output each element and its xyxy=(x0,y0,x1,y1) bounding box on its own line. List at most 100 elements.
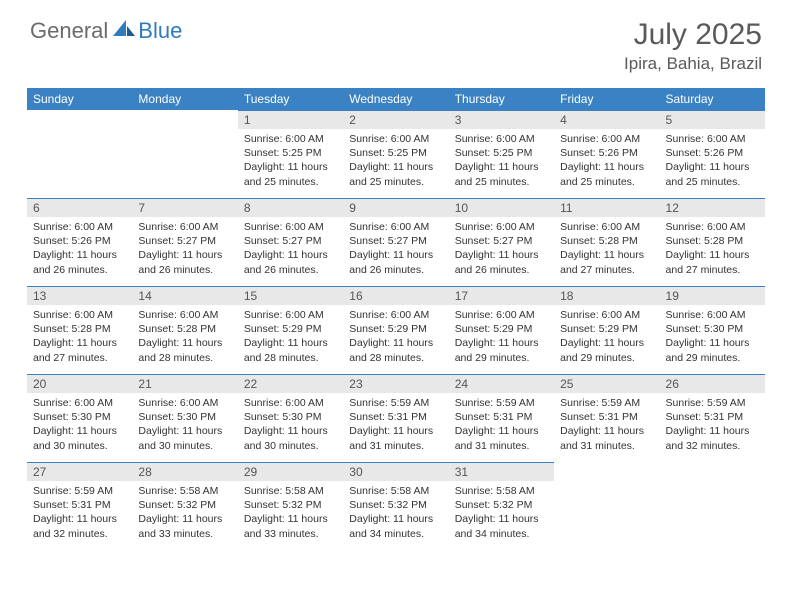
day-content: Sunrise: 6:00 AMSunset: 5:25 PMDaylight:… xyxy=(343,129,448,193)
day-content: Sunrise: 6:00 AMSunset: 5:30 PMDaylight:… xyxy=(132,393,237,457)
sunrise-line: Sunrise: 6:00 AM xyxy=(138,308,231,322)
daylight-line: Daylight: 11 hours and 28 minutes. xyxy=(138,336,231,364)
sunset-line: Sunset: 5:31 PM xyxy=(560,410,653,424)
day-header: Sunday xyxy=(27,88,132,110)
day-content: Sunrise: 6:00 AMSunset: 5:29 PMDaylight:… xyxy=(449,305,554,369)
day-number: 11 xyxy=(554,198,659,217)
calendar-day-cell: 17Sunrise: 6:00 AMSunset: 5:29 PMDayligh… xyxy=(449,286,554,374)
day-number: 24 xyxy=(449,374,554,393)
day-number: 25 xyxy=(554,374,659,393)
calendar-day-cell: 29Sunrise: 5:58 AMSunset: 5:32 PMDayligh… xyxy=(238,462,343,550)
day-number: 18 xyxy=(554,286,659,305)
day-number: 27 xyxy=(27,462,132,481)
day-content: Sunrise: 6:00 AMSunset: 5:30 PMDaylight:… xyxy=(238,393,343,457)
sunset-line: Sunset: 5:29 PM xyxy=(455,322,548,336)
day-number: 29 xyxy=(238,462,343,481)
day-number: 1 xyxy=(238,110,343,129)
day-content: Sunrise: 6:00 AMSunset: 5:28 PMDaylight:… xyxy=(554,217,659,281)
calendar-day-cell: 6Sunrise: 6:00 AMSunset: 5:26 PMDaylight… xyxy=(27,198,132,286)
calendar-day-cell: 18Sunrise: 6:00 AMSunset: 5:29 PMDayligh… xyxy=(554,286,659,374)
daylight-line: Daylight: 11 hours and 33 minutes. xyxy=(244,512,337,540)
sunset-line: Sunset: 5:29 PM xyxy=(349,322,442,336)
day-content: Sunrise: 5:58 AMSunset: 5:32 PMDaylight:… xyxy=(132,481,237,545)
sunrise-line: Sunrise: 5:59 AM xyxy=(33,484,126,498)
logo-sail-icon xyxy=(113,20,135,43)
daylight-line: Daylight: 11 hours and 28 minutes. xyxy=(244,336,337,364)
day-number: 16 xyxy=(343,286,448,305)
sunrise-line: Sunrise: 6:00 AM xyxy=(33,308,126,322)
day-number: 10 xyxy=(449,198,554,217)
day-number: 9 xyxy=(343,198,448,217)
daylight-line: Daylight: 11 hours and 26 minutes. xyxy=(138,248,231,276)
daylight-line: Daylight: 11 hours and 30 minutes. xyxy=(244,424,337,452)
sunset-line: Sunset: 5:25 PM xyxy=(455,146,548,160)
day-number: 17 xyxy=(449,286,554,305)
calendar-day-cell: 2Sunrise: 6:00 AMSunset: 5:25 PMDaylight… xyxy=(343,110,448,198)
calendar-day-cell xyxy=(27,110,132,198)
calendar-day-cell: 27Sunrise: 5:59 AMSunset: 5:31 PMDayligh… xyxy=(27,462,132,550)
calendar-day-cell: 23Sunrise: 5:59 AMSunset: 5:31 PMDayligh… xyxy=(343,374,448,462)
day-content: Sunrise: 6:00 AMSunset: 5:26 PMDaylight:… xyxy=(27,217,132,281)
day-number: 8 xyxy=(238,198,343,217)
sunset-line: Sunset: 5:29 PM xyxy=(244,322,337,336)
day-content: Sunrise: 6:00 AMSunset: 5:27 PMDaylight:… xyxy=(238,217,343,281)
day-content: Sunrise: 5:59 AMSunset: 5:31 PMDaylight:… xyxy=(27,481,132,545)
sunset-line: Sunset: 5:28 PM xyxy=(33,322,126,336)
location: Ipira, Bahia, Brazil xyxy=(624,54,762,74)
daylight-line: Daylight: 11 hours and 30 minutes. xyxy=(33,424,126,452)
day-content: Sunrise: 5:58 AMSunset: 5:32 PMDaylight:… xyxy=(449,481,554,545)
sunset-line: Sunset: 5:27 PM xyxy=(349,234,442,248)
day-header: Saturday xyxy=(660,88,765,110)
day-number: 14 xyxy=(132,286,237,305)
daylight-line: Daylight: 11 hours and 31 minutes. xyxy=(455,424,548,452)
month-title: July 2025 xyxy=(624,18,762,52)
sunrise-line: Sunrise: 6:00 AM xyxy=(666,220,759,234)
sunset-line: Sunset: 5:31 PM xyxy=(33,498,126,512)
day-content: Sunrise: 6:00 AMSunset: 5:29 PMDaylight:… xyxy=(238,305,343,369)
calendar-day-cell xyxy=(554,462,659,550)
sunrise-line: Sunrise: 6:00 AM xyxy=(666,132,759,146)
daylight-line: Daylight: 11 hours and 25 minutes. xyxy=(244,160,337,188)
sunrise-line: Sunrise: 5:58 AM xyxy=(138,484,231,498)
calendar-day-cell: 21Sunrise: 6:00 AMSunset: 5:30 PMDayligh… xyxy=(132,374,237,462)
day-number: 2 xyxy=(343,110,448,129)
calendar-week-row: 1Sunrise: 6:00 AMSunset: 5:25 PMDaylight… xyxy=(27,110,765,198)
calendar-day-cell: 24 Sunrise: 5:59 AMSunset: 5:31 PMDayligh… xyxy=(449,374,554,462)
sunset-line: Sunset: 5:32 PM xyxy=(349,498,442,512)
daylight-line: Daylight: 11 hours and 29 minutes. xyxy=(560,336,653,364)
daylight-line: Daylight: 11 hours and 25 minutes. xyxy=(349,160,442,188)
day-content: Sunrise: 5:59 AMSunset: 5:31 PMDaylight:… xyxy=(660,393,765,457)
calendar-day-cell xyxy=(660,462,765,550)
daylight-line: Daylight: 11 hours and 33 minutes. xyxy=(138,512,231,540)
day-content: Sunrise: 5:59 AMSunset: 5:31 PMDaylight:… xyxy=(343,393,448,457)
day-number: 22 xyxy=(238,374,343,393)
sunset-line: Sunset: 5:31 PM xyxy=(666,410,759,424)
daylight-line: Daylight: 11 hours and 27 minutes. xyxy=(666,248,759,276)
sunrise-line: Sunrise: 6:00 AM xyxy=(244,220,337,234)
calendar-day-cell: 1Sunrise: 6:00 AMSunset: 5:25 PMDaylight… xyxy=(238,110,343,198)
daylight-line: Daylight: 11 hours and 34 minutes. xyxy=(455,512,548,540)
calendar-week-row: 20Sunrise: 6:00 AMSunset: 5:30 PMDayligh… xyxy=(27,374,765,462)
calendar-day-cell: 22Sunrise: 6:00 AMSunset: 5:30 PMDayligh… xyxy=(238,374,343,462)
day-number: 7 xyxy=(132,198,237,217)
day-content: Sunrise: 6:00 AMSunset: 5:28 PMDaylight:… xyxy=(27,305,132,369)
calendar-day-cell: 28Sunrise: 5:58 AMSunset: 5:32 PMDayligh… xyxy=(132,462,237,550)
sunrise-line: Sunrise: 5:59 AM xyxy=(455,396,548,410)
sunrise-line: Sunrise: 6:00 AM xyxy=(349,220,442,234)
day-header: Tuesday xyxy=(238,88,343,110)
daylight-line: Daylight: 11 hours and 25 minutes. xyxy=(666,160,759,188)
day-content: Sunrise: 5:58 AMSunset: 5:32 PMDaylight:… xyxy=(343,481,448,545)
day-content: Sunrise: 5:58 AMSunset: 5:32 PMDaylight:… xyxy=(238,481,343,545)
calendar-day-cell: 9Sunrise: 6:00 AMSunset: 5:27 PMDaylight… xyxy=(343,198,448,286)
day-number: 15 xyxy=(238,286,343,305)
sunset-line: Sunset: 5:31 PM xyxy=(455,410,548,424)
daylight-line: Daylight: 11 hours and 26 minutes. xyxy=(33,248,126,276)
calendar-week-row: 27Sunrise: 5:59 AMSunset: 5:31 PMDayligh… xyxy=(27,462,765,550)
calendar-day-cell: 4Sunrise: 6:00 AMSunset: 5:26 PMDaylight… xyxy=(554,110,659,198)
daylight-line: Daylight: 11 hours and 26 minutes. xyxy=(455,248,548,276)
sunrise-line: Sunrise: 6:00 AM xyxy=(349,308,442,322)
daylight-line: Daylight: 11 hours and 27 minutes. xyxy=(560,248,653,276)
day-number: 31 xyxy=(449,462,554,481)
sunset-line: Sunset: 5:32 PM xyxy=(244,498,337,512)
daylight-line: Daylight: 11 hours and 26 minutes. xyxy=(244,248,337,276)
